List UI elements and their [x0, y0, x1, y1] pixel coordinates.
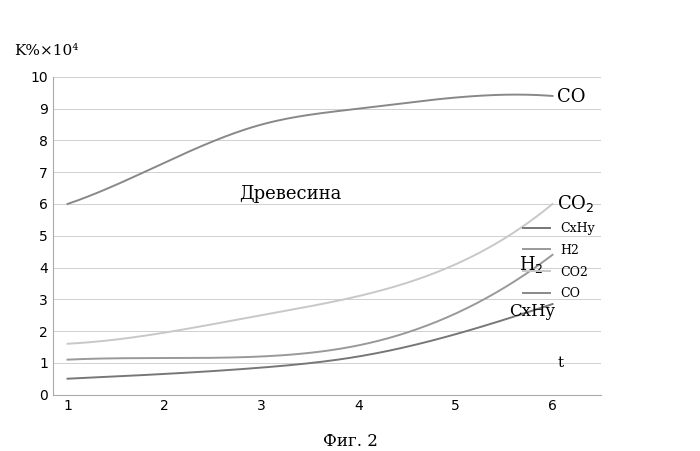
Text: CO$_2$: CO$_2$: [557, 193, 595, 215]
Text: CO: CO: [557, 87, 586, 106]
Text: Фиг. 2: Фиг. 2: [323, 433, 377, 451]
Text: t: t: [557, 356, 564, 370]
Text: K%×10⁴: K%×10⁴: [15, 44, 79, 58]
Text: Древесина: Древесина: [239, 185, 342, 203]
Legend: CxHy, H2, CO2, CO: CxHy, H2, CO2, CO: [522, 222, 595, 300]
Text: CxHy: CxHy: [509, 304, 555, 321]
Text: H$_2$: H$_2$: [519, 254, 543, 275]
